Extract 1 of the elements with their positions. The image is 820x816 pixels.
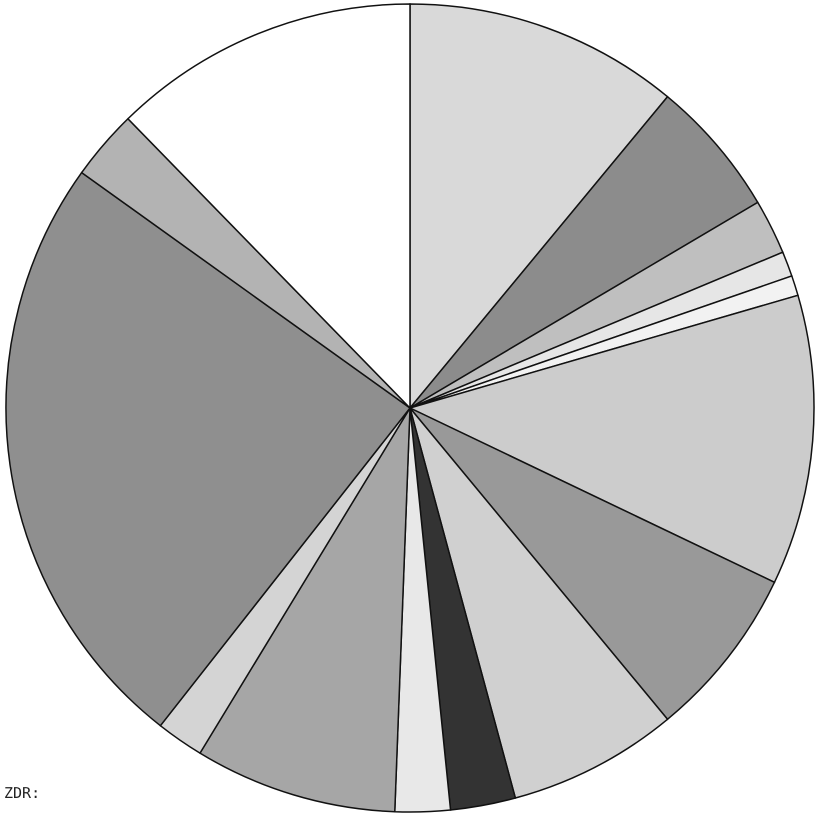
text: ZDR: — [4, 784, 40, 802]
